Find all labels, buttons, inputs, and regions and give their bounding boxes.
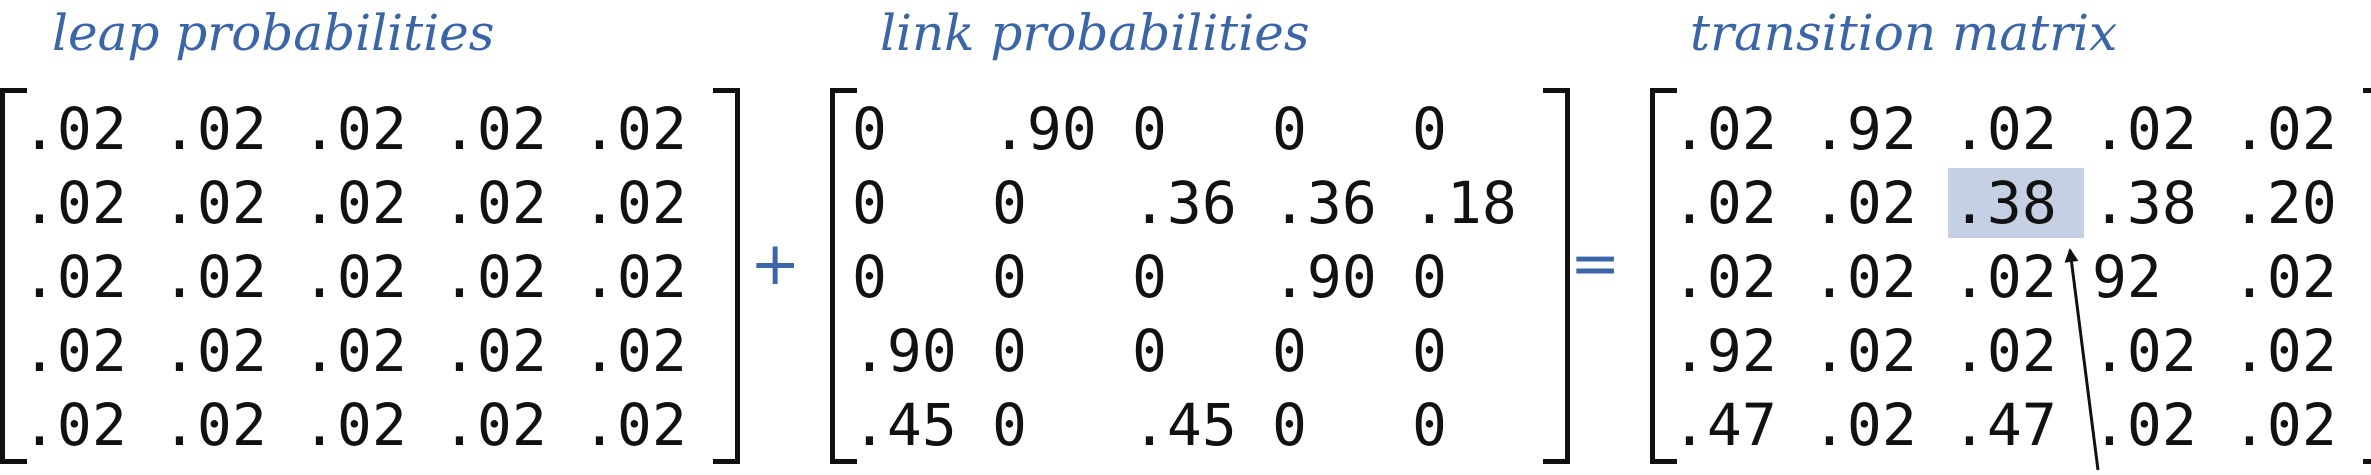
- bracket-left: [0, 88, 27, 464]
- title-link-probabilities: link probabilities: [880, 4, 1310, 62]
- matrix-cell: 0: [852, 95, 887, 163]
- matrix-cell: .36: [1272, 169, 1377, 237]
- matrix-cell: .02: [22, 243, 127, 311]
- matrix-cell: 0: [1412, 95, 1447, 163]
- matrix-cell: .02: [582, 391, 687, 459]
- matrix-cell: .02: [442, 95, 547, 163]
- matrix-cell: 0: [1412, 243, 1447, 311]
- matrix-cell: .02: [2092, 317, 2197, 385]
- matrix-cell: .02: [1812, 317, 1917, 385]
- matrix-cell: .02: [582, 95, 687, 163]
- matrix-cell: .02: [22, 391, 127, 459]
- matrix-cell: .02: [2232, 95, 2337, 163]
- matrix-cell: .92: [1672, 317, 1777, 385]
- matrix-cell: 0: [1132, 95, 1167, 163]
- matrix-cell: .02: [302, 95, 407, 163]
- matrix-transition: .02.92.02.02.02.02.02.38.38.20.02.02.02 9…: [1650, 88, 2371, 464]
- matrix-cell: .02: [442, 391, 547, 459]
- title-transition-matrix: transition matrix: [1690, 4, 2118, 62]
- matrix-cell: .38: [1952, 169, 2057, 237]
- title-leap-probabilities: leap probabilities: [52, 4, 495, 62]
- matrix-cell: .02: [1672, 243, 1777, 311]
- matrix-cell: 0: [1272, 95, 1307, 163]
- matrix-cell: 92: [2092, 243, 2162, 311]
- matrix-cell: .02: [162, 243, 267, 311]
- matrix-cell: .90: [1272, 243, 1377, 311]
- matrix-cell: .02: [22, 317, 127, 385]
- matrix-cell: 0: [1132, 243, 1167, 311]
- matrix-cell: .02: [302, 391, 407, 459]
- matrix-cell: 0: [992, 317, 1027, 385]
- matrix-cell: .02: [1952, 243, 2057, 311]
- matrix-cell: .02: [22, 95, 127, 163]
- matrix-link: 0.90 0 0 0 0 0.36.36.18 0 0 0.90 0.90 0 0 0 0.45 0.45 0…: [830, 88, 1570, 464]
- matrix-cell: .90: [992, 95, 1097, 163]
- matrix-cell: .02: [1952, 95, 2057, 163]
- matrix-cell: .90: [852, 317, 957, 385]
- plus-operator: +: [750, 229, 801, 299]
- equals-operator: =: [1570, 229, 1621, 299]
- matrix-cell: 0: [1132, 317, 1167, 385]
- matrix-cell: .02: [22, 169, 127, 237]
- matrix-cell: .02: [302, 243, 407, 311]
- matrix-cell: .02: [1672, 169, 1777, 237]
- matrix-cell: .02: [442, 169, 547, 237]
- matrix-cell: .02: [162, 169, 267, 237]
- arrow-line: [2064, 248, 2100, 471]
- matrix-cell: .47: [1952, 391, 2057, 459]
- matrix-cell: .47: [1672, 391, 1777, 459]
- matrix-cell: .02: [1812, 391, 1917, 459]
- matrix-cell: .02: [1812, 243, 1917, 311]
- matrix-cell: .02: [582, 243, 687, 311]
- matrix-cell: .02: [302, 317, 407, 385]
- matrix-cell: .02: [2232, 391, 2337, 459]
- matrix-cell: 0: [1412, 391, 1447, 459]
- bracket-left: [1650, 88, 1677, 464]
- matrix-cell: .02: [582, 169, 687, 237]
- matrix-cell: .02: [2092, 95, 2197, 163]
- matrix-cell: .02: [2232, 243, 2337, 311]
- matrix-cell: .02: [2092, 391, 2197, 459]
- matrix-cell: 0: [1272, 317, 1307, 385]
- matrix-cell: 0: [1272, 391, 1307, 459]
- matrix-cell: 0: [852, 169, 887, 237]
- matrix-cell: 0: [992, 169, 1027, 237]
- matrix-cell: 0: [852, 243, 887, 311]
- matrix-cell: .02: [1672, 95, 1777, 163]
- matrix-cell: .20: [2232, 169, 2337, 237]
- bracket-right: [713, 88, 740, 464]
- matrix-leap: .02.02.02.02.02.02.02.02.02.02.02.02.02.…: [0, 88, 740, 464]
- matrix-cell: 0: [992, 243, 1027, 311]
- matrix-cell: .36: [1132, 169, 1237, 237]
- matrix-cell: .02: [1812, 169, 1917, 237]
- matrix-cell: .02: [162, 391, 267, 459]
- bracket-right: [1543, 88, 1570, 464]
- matrix-cell: .02: [2232, 317, 2337, 385]
- matrix-cell: .18: [1412, 169, 1517, 237]
- matrix-cell: .38: [2092, 169, 2197, 237]
- matrix-cell: .02: [302, 169, 407, 237]
- matrix-cell: .02: [442, 317, 547, 385]
- bracket-left: [830, 88, 857, 464]
- highlight-box: [1948, 168, 2084, 238]
- matrix-cell: 0: [992, 391, 1027, 459]
- bracket-right: [2363, 88, 2371, 464]
- matrix-cell: 0: [1412, 317, 1447, 385]
- matrix-cell: .45: [852, 391, 957, 459]
- matrix-cell: .92: [1812, 95, 1917, 163]
- matrix-cell: .02: [162, 95, 267, 163]
- matrix-cell: .45: [1132, 391, 1237, 459]
- matrix-cell: .02: [442, 243, 547, 311]
- matrix-cell: .02: [582, 317, 687, 385]
- matrix-cell: .02: [1952, 317, 2057, 385]
- matrix-cell: .02: [162, 317, 267, 385]
